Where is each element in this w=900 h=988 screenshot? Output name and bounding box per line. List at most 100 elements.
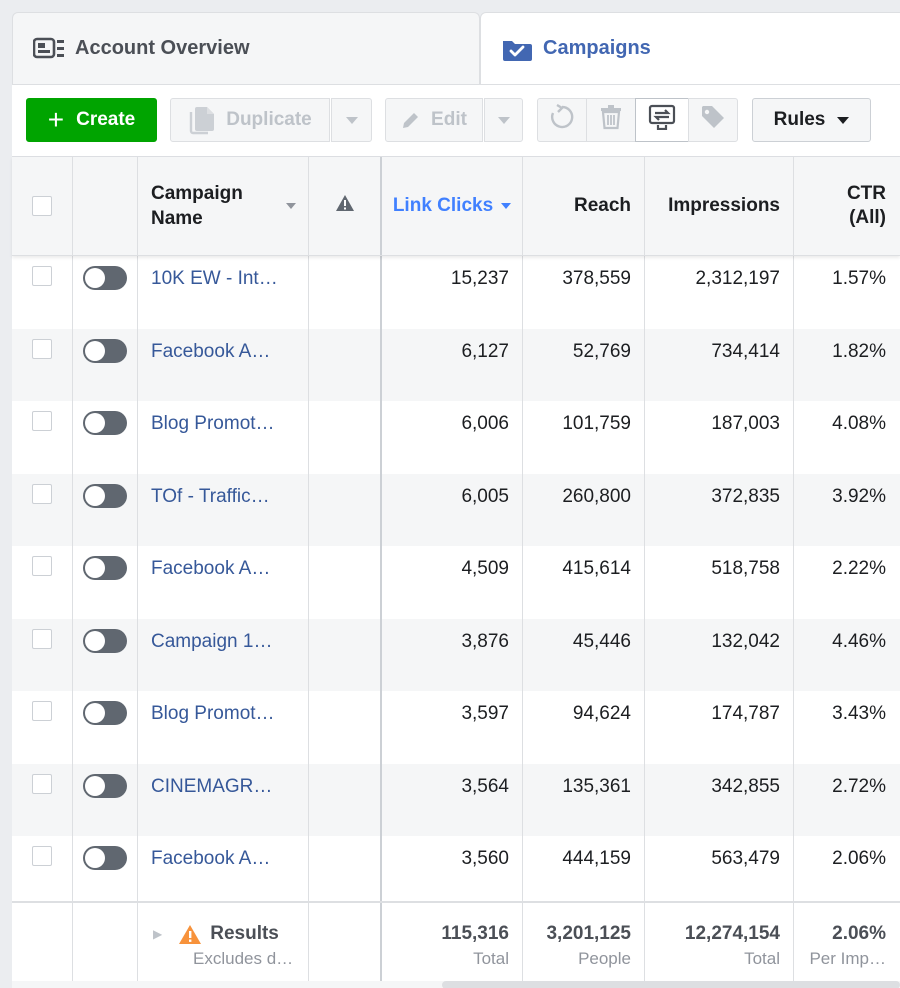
row-checkbox-cell <box>12 401 73 474</box>
tab-bar: Account Overview Campaigns <box>0 0 900 84</box>
table-row[interactable]: Campaign 1… 3,876 45,446 132,042 4.46% <box>12 618 900 691</box>
campaign-name-link[interactable]: TOf - Traffic… <box>138 473 309 546</box>
campaign-status-toggle[interactable] <box>83 483 127 508</box>
campaign-name-link[interactable]: Facebook A… <box>138 546 309 619</box>
campaign-name-link[interactable]: Blog Promot… <box>138 401 309 474</box>
campaign-name-link[interactable]: CINEMAGR… <box>138 763 309 836</box>
row-checkbox[interactable] <box>32 338 52 359</box>
results-label: Results <box>210 923 279 944</box>
tag-button[interactable] <box>688 98 738 142</box>
column-header-delivery-warning[interactable] <box>309 157 382 255</box>
chevron-down-icon <box>497 116 510 124</box>
row-toggle-cell <box>73 256 138 329</box>
column-header-link-clicks[interactable]: Link Clicks <box>382 157 523 255</box>
row-checkbox-cell <box>12 473 73 546</box>
column-header-campaign-name[interactable]: Campaign Name <box>138 157 309 255</box>
duplicate-icon <box>188 105 216 135</box>
row-link-clicks: 3,560 <box>382 836 523 901</box>
campaign-status-toggle[interactable] <box>83 411 127 435</box>
row-ctr: 2.06% <box>832 848 886 869</box>
create-button[interactable]: + Create <box>26 98 157 142</box>
campaign-status-toggle[interactable] <box>83 846 127 870</box>
campaign-status-toggle[interactable] <box>83 556 127 580</box>
campaign-name-link[interactable]: Campaign 1… <box>138 618 309 691</box>
row-checkbox[interactable] <box>32 846 52 866</box>
row-checkbox[interactable] <box>32 483 52 504</box>
row-checkbox[interactable] <box>32 773 52 794</box>
footer-ctr: 2.06% Per Imp… <box>794 903 900 988</box>
row-checkbox[interactable] <box>32 266 52 286</box>
campaign-name-link[interactable]: 10K EW - Int… <box>138 256 309 329</box>
row-impressions: 734,414 <box>645 328 794 401</box>
footer-results[interactable]: ▶ Results Excludes d… <box>138 903 309 988</box>
table-row[interactable]: Facebook A… 3,560 444,159 563,479 2.06% <box>12 836 900 901</box>
swap-arrows-icon <box>648 104 676 136</box>
table-row[interactable]: Blog Promot… 3,597 94,624 174,787 3.43% <box>12 691 900 764</box>
row-toggle-cell <box>73 401 138 474</box>
column-header-campaign-name-label: Campaign Name <box>151 181 243 231</box>
row-ctr: 3.92% <box>832 485 886 507</box>
row-reach: 444,159 <box>523 836 645 901</box>
warning-icon <box>178 924 202 945</box>
row-checkbox-cell <box>12 328 73 401</box>
row-reach: 378,559 <box>523 256 645 329</box>
column-header-reach[interactable]: Reach <box>523 157 645 255</box>
edit-label: Edit <box>431 109 467 130</box>
row-link-clicks: 6,005 <box>382 473 523 546</box>
row-link-clicks: 6,006 <box>382 401 523 474</box>
tag-icon <box>700 104 726 136</box>
campaign-name-link[interactable]: Blog Promot… <box>138 691 309 764</box>
campaign-status-toggle[interactable] <box>83 338 127 363</box>
campaign-status-toggle[interactable] <box>83 773 127 798</box>
row-toggle-cell <box>73 473 138 546</box>
tab-account-overview[interactable]: Account Overview <box>12 12 480 84</box>
row-reach: 135,361 <box>523 763 645 836</box>
horizontal-scrollbar[interactable] <box>12 981 900 988</box>
rules-dropdown-button[interactable]: Rules <box>752 98 871 142</box>
scrollbar-thumb[interactable] <box>442 981 900 988</box>
campaign-status-toggle[interactable] <box>83 701 127 725</box>
duplicate-dropdown-button[interactable] <box>331 98 372 142</box>
table-header: Campaign Name Link Clicks Reach Impressi… <box>12 157 900 256</box>
row-warning-cell <box>309 618 382 691</box>
refresh-icon <box>549 103 575 136</box>
ab-test-button[interactable] <box>635 98 689 142</box>
table-row[interactable]: Blog Promot… 6,006 101,759 187,003 4.08% <box>12 401 900 474</box>
column-header-impressions[interactable]: Impressions <box>645 157 794 255</box>
chevron-down-icon[interactable] <box>286 203 296 209</box>
delete-button[interactable] <box>586 98 636 142</box>
footer-checkbox-cell <box>12 903 73 988</box>
campaign-status-toggle[interactable] <box>83 266 127 290</box>
row-warning-cell <box>309 401 382 474</box>
column-header-impressions-label: Impressions <box>668 195 780 216</box>
total-ctr: 2.06% <box>832 923 886 944</box>
row-checkbox-cell <box>12 836 73 901</box>
warning-icon <box>335 194 355 218</box>
row-checkbox[interactable] <box>32 411 52 431</box>
row-checkbox[interactable] <box>32 701 52 721</box>
duplicate-button[interactable]: Duplicate <box>170 98 330 142</box>
table-row[interactable]: TOf - Traffic… 6,005 260,800 372,835 3.92% <box>12 473 900 546</box>
table-row[interactable]: 10K EW - Int… 15,237 378,559 2,312,197 1.57% <box>12 256 900 329</box>
tab-campaigns[interactable]: Campaigns <box>480 12 900 84</box>
row-warning-cell <box>309 546 382 619</box>
table-row[interactable]: Facebook A… 4,509 415,614 518,758 2.22% <box>12 546 900 619</box>
row-checkbox[interactable] <box>32 556 52 576</box>
row-impressions: 563,479 <box>645 836 794 901</box>
reset-button[interactable] <box>537 98 587 142</box>
table-row[interactable]: CINEMAGR… 3,564 135,361 342,855 2.72% <box>12 763 900 836</box>
row-checkbox[interactable] <box>32 628 52 649</box>
column-header-ctr[interactable]: CTR (All) <box>794 157 900 255</box>
row-ctr: 2.22% <box>832 558 886 579</box>
column-header-ctr-label: CTR (All) <box>847 182 886 230</box>
row-toggle-cell <box>73 618 138 691</box>
edit-button[interactable]: Edit <box>385 98 483 142</box>
table-row[interactable]: Facebook A… 6,127 52,769 734,414 1.82% <box>12 328 900 401</box>
campaign-status-toggle[interactable] <box>83 628 127 653</box>
campaign-name-link[interactable]: Facebook A… <box>138 836 309 901</box>
edit-dropdown-button[interactable] <box>484 98 523 142</box>
select-all-checkbox[interactable] <box>32 196 52 216</box>
pencil-icon <box>401 110 421 130</box>
expand-arrow-icon[interactable]: ▶ <box>153 927 163 941</box>
campaign-name-link[interactable]: Facebook A… <box>138 328 309 401</box>
